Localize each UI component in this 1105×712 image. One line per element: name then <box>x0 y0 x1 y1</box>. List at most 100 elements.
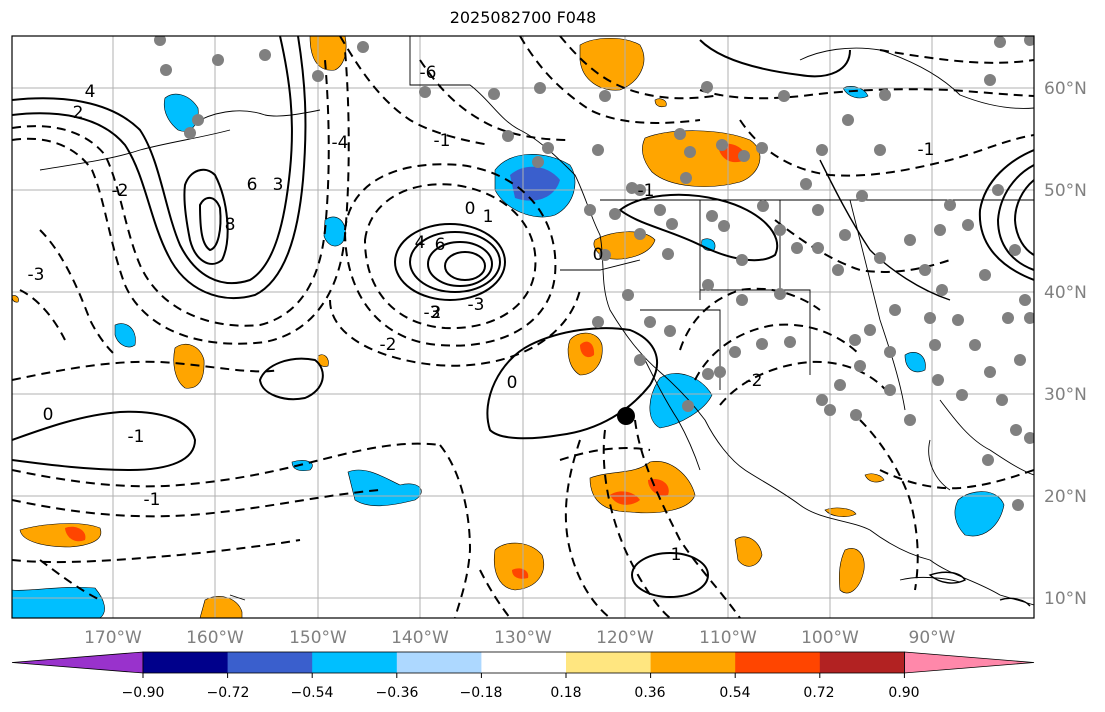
station-marker <box>1009 244 1021 256</box>
station-marker <box>757 200 769 212</box>
contour-label: 8 <box>225 215 236 235</box>
station-marker <box>1024 312 1034 324</box>
latitude-labels: 60°N 50°N 40°N 30°N 20°N 10°N <box>1044 79 1087 609</box>
station-marker <box>832 264 844 276</box>
positive-patch <box>199 596 243 618</box>
positive-patch <box>19 523 102 548</box>
positive-patch <box>838 548 865 594</box>
station-marker <box>1024 432 1034 444</box>
station-marker <box>634 354 646 366</box>
contour-label: -6 <box>420 63 437 83</box>
station-marker <box>738 150 750 162</box>
station-marker <box>312 70 324 82</box>
positive-strong-patch <box>580 341 595 358</box>
negative-patch <box>12 586 105 618</box>
station-marker <box>982 454 994 466</box>
station-marker <box>1012 499 1024 511</box>
station-marker <box>996 394 1008 406</box>
station-marker <box>756 338 768 350</box>
station-marker <box>889 304 901 316</box>
positive-patch <box>824 507 857 517</box>
station-marker <box>212 54 224 66</box>
station-marker <box>784 336 796 348</box>
contour-label-group: 4 2 -2 -3 6 3 -4 8 -6 0 -1 1 4 6 -3 2 -3… <box>28 63 935 565</box>
shading-layer <box>12 36 1005 618</box>
station-marker <box>816 144 828 156</box>
station-marker <box>984 366 996 378</box>
station-marker <box>702 368 714 380</box>
lat-label: 20°N <box>1044 487 1087 507</box>
contour-label: 0 <box>43 405 54 425</box>
contour-label: 2 <box>431 303 442 323</box>
station-marker <box>716 139 728 151</box>
colorbar-tick-label: 0.90 <box>888 685 919 701</box>
station-marker <box>718 220 730 232</box>
contour-label: -3 <box>28 265 45 285</box>
map-border <box>11 35 1035 619</box>
station-marker <box>856 190 868 202</box>
contour-label: -1 <box>128 427 145 447</box>
contour-label: 1 <box>671 545 682 565</box>
colorbar-tick-label: 0.54 <box>719 685 750 701</box>
contour-label: -3 <box>468 295 485 315</box>
station-marker <box>774 288 786 300</box>
positive-strong-patch <box>512 568 529 579</box>
station-marker <box>874 144 886 156</box>
colorbar-segment <box>650 652 736 673</box>
contour-lines <box>12 36 1034 618</box>
station-marker <box>984 74 996 86</box>
station-marker <box>634 228 646 240</box>
lat-label: 10°N <box>1044 589 1087 609</box>
station-marker <box>154 36 166 46</box>
colorbar-segment <box>819 652 905 673</box>
colorbar-segment <box>566 652 652 673</box>
station-marker <box>919 264 931 276</box>
station-marker <box>729 346 741 358</box>
station-marker <box>812 204 824 216</box>
station-marker <box>534 82 546 94</box>
station-marker <box>850 409 862 421</box>
positive-patch <box>579 38 645 91</box>
station-marker <box>842 114 854 126</box>
station-marker <box>934 224 946 236</box>
station-marker <box>644 316 656 328</box>
station-marker <box>592 144 604 156</box>
contour-label: 4 <box>85 82 96 102</box>
positive-patch <box>589 461 696 514</box>
station-marker <box>824 404 836 416</box>
station-marker <box>662 248 674 260</box>
colorbar <box>11 651 1035 678</box>
station-marker <box>864 324 876 336</box>
station-marker <box>706 210 718 222</box>
lon-label: 170°W <box>84 628 142 648</box>
contour-label: -2 <box>746 371 763 391</box>
station-marker <box>609 208 621 220</box>
lon-label: 140°W <box>391 628 449 648</box>
station-marker <box>800 178 812 190</box>
station-marker <box>812 242 824 254</box>
negative-patch <box>649 373 713 429</box>
station-marker <box>756 142 768 154</box>
station-marker <box>839 229 851 241</box>
station-marker <box>956 389 968 401</box>
negative-patch <box>904 351 926 373</box>
station-marker <box>584 204 596 216</box>
colorbar-tick-label: −0.90 <box>122 685 165 701</box>
lat-label: 50°N <box>1044 181 1087 201</box>
station-marker <box>969 339 981 351</box>
station-marker <box>622 289 634 301</box>
lon-label: 110°W <box>699 628 757 648</box>
contour-label: 2 <box>73 103 84 123</box>
contour-label: -3 <box>424 303 441 323</box>
contour-label: 0 <box>593 245 604 265</box>
station-marker <box>259 49 271 61</box>
contour-label: -1 <box>918 140 935 160</box>
station-marker <box>924 312 936 324</box>
storm-center-marker[interactable] <box>617 407 635 425</box>
station-marker <box>952 314 964 326</box>
negative-patch <box>291 460 313 472</box>
station-marker <box>736 254 748 266</box>
contour-label: 0 <box>465 199 476 219</box>
colorbar-segment <box>396 652 482 673</box>
